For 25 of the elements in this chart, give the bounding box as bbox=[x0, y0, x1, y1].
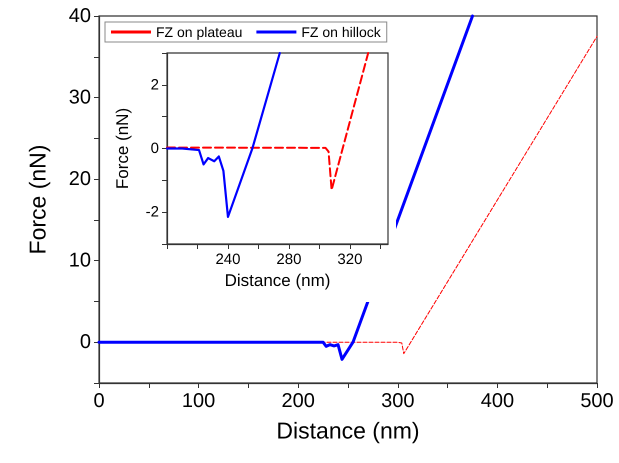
y-axis-title: Force (nN) bbox=[24, 144, 50, 254]
x-tick-label: 200 bbox=[282, 390, 315, 412]
y-tick-label: 40 bbox=[68, 5, 91, 27]
y-tick-label: 2 bbox=[150, 76, 159, 94]
x-tick-label: 280 bbox=[276, 251, 302, 268]
x-tick-label: 240 bbox=[215, 251, 240, 268]
x-tick-label: 400 bbox=[480, 390, 514, 412]
y-tick-label: 20 bbox=[68, 168, 91, 190]
y-tick-label: 30 bbox=[68, 86, 91, 109]
x-tick-label: 300 bbox=[381, 390, 414, 412]
x-axis-title: Distance (nm) bbox=[276, 418, 420, 444]
y-axis-title: Force (nN) bbox=[113, 108, 132, 190]
legend-label: FZ on hillock bbox=[301, 24, 382, 40]
line-series bbox=[166, 52, 281, 218]
legend-label: FZ on plateau bbox=[156, 24, 242, 40]
y-tick-label: -2 bbox=[146, 204, 159, 221]
x-tick-label: 100 bbox=[182, 390, 216, 412]
y-tick-label: 0 bbox=[80, 331, 91, 354]
x-tick-label: 320 bbox=[337, 251, 362, 268]
x-axis-title: Distance (nm) bbox=[224, 271, 330, 290]
line-series bbox=[166, 52, 370, 191]
y-tick-label: 10 bbox=[68, 250, 91, 272]
x-tick-label: 0 bbox=[93, 390, 105, 412]
x-tick-label: 500 bbox=[580, 390, 614, 412]
y-tick-label: 0 bbox=[150, 140, 159, 157]
